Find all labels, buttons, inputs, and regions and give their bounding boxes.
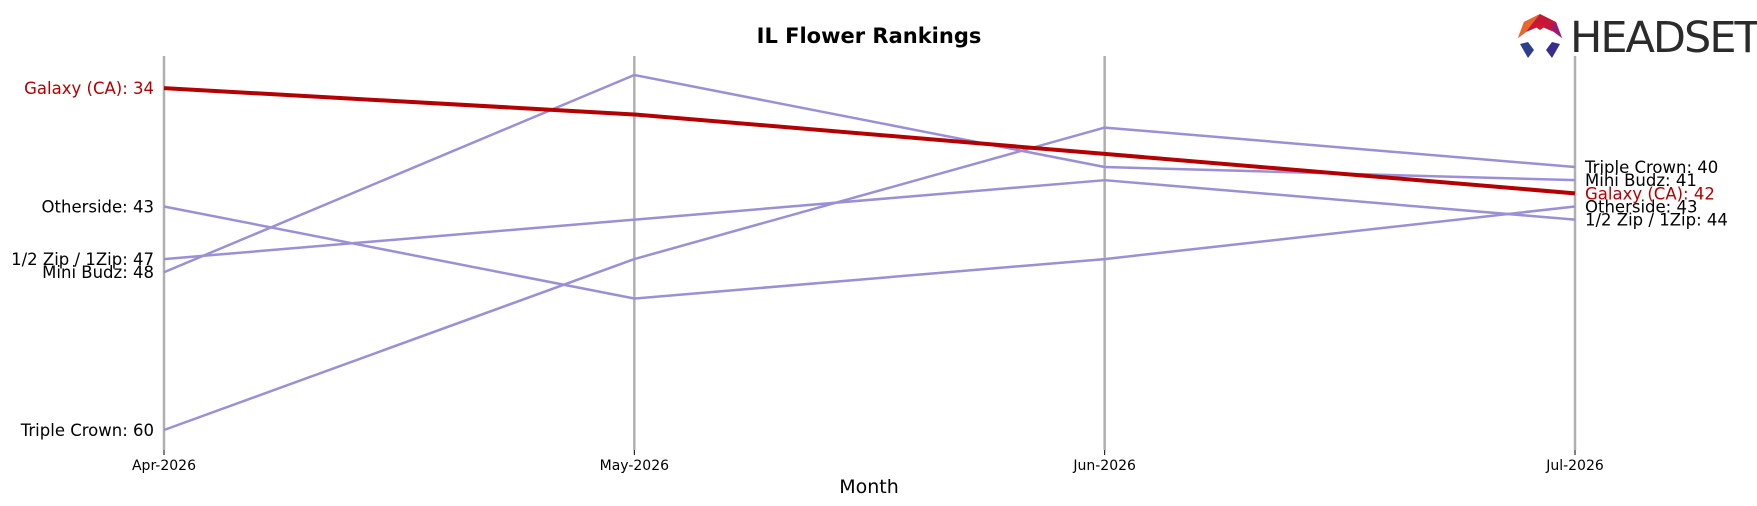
start-label: Otherside: 43 (42, 197, 154, 216)
x-tick-label: May-2026 (600, 458, 669, 474)
start-label: Galaxy (CA): 34 (24, 79, 154, 98)
series-line (163, 205, 1576, 300)
x-tick-label: Jul-2026 (1545, 458, 1604, 474)
x-axis-label: Month (839, 476, 899, 498)
logo-text: HEADSET (1570, 13, 1757, 63)
month-grid-lines (162, 56, 1577, 450)
end-label: Triple Crown: 40 (1584, 158, 1718, 177)
headset-hexagon-logo-icon (1518, 14, 1562, 58)
series-line (163, 126, 1576, 432)
end-label: Otherside: 43 (1585, 197, 1697, 216)
end-label: Galaxy (CA): 42 (1585, 184, 1715, 203)
start-label: 1/2 Zip / 1Zip: 47 (11, 250, 154, 269)
headset-logo: HEADSET (1518, 13, 1757, 63)
series-lines (163, 73, 1576, 432)
start-label: Triple Crown: 60 (20, 421, 154, 440)
x-axis-ticks: Apr-2026 May-2026 Jun-2026 Jul-2026 (132, 450, 1604, 474)
end-label: 1/2 Zip / 1Zip: 44 (1585, 211, 1728, 230)
x-tick-label: Apr-2026 (132, 458, 196, 474)
start-label: Mini Budz: 48 (42, 263, 154, 282)
end-label: Mini Budz: 41 (1585, 171, 1697, 190)
series-line (163, 86, 1576, 196)
x-tick-label: Jun-2026 (1072, 458, 1136, 474)
series-line (163, 178, 1576, 261)
chart-title: IL Flower Rankings (757, 24, 982, 48)
